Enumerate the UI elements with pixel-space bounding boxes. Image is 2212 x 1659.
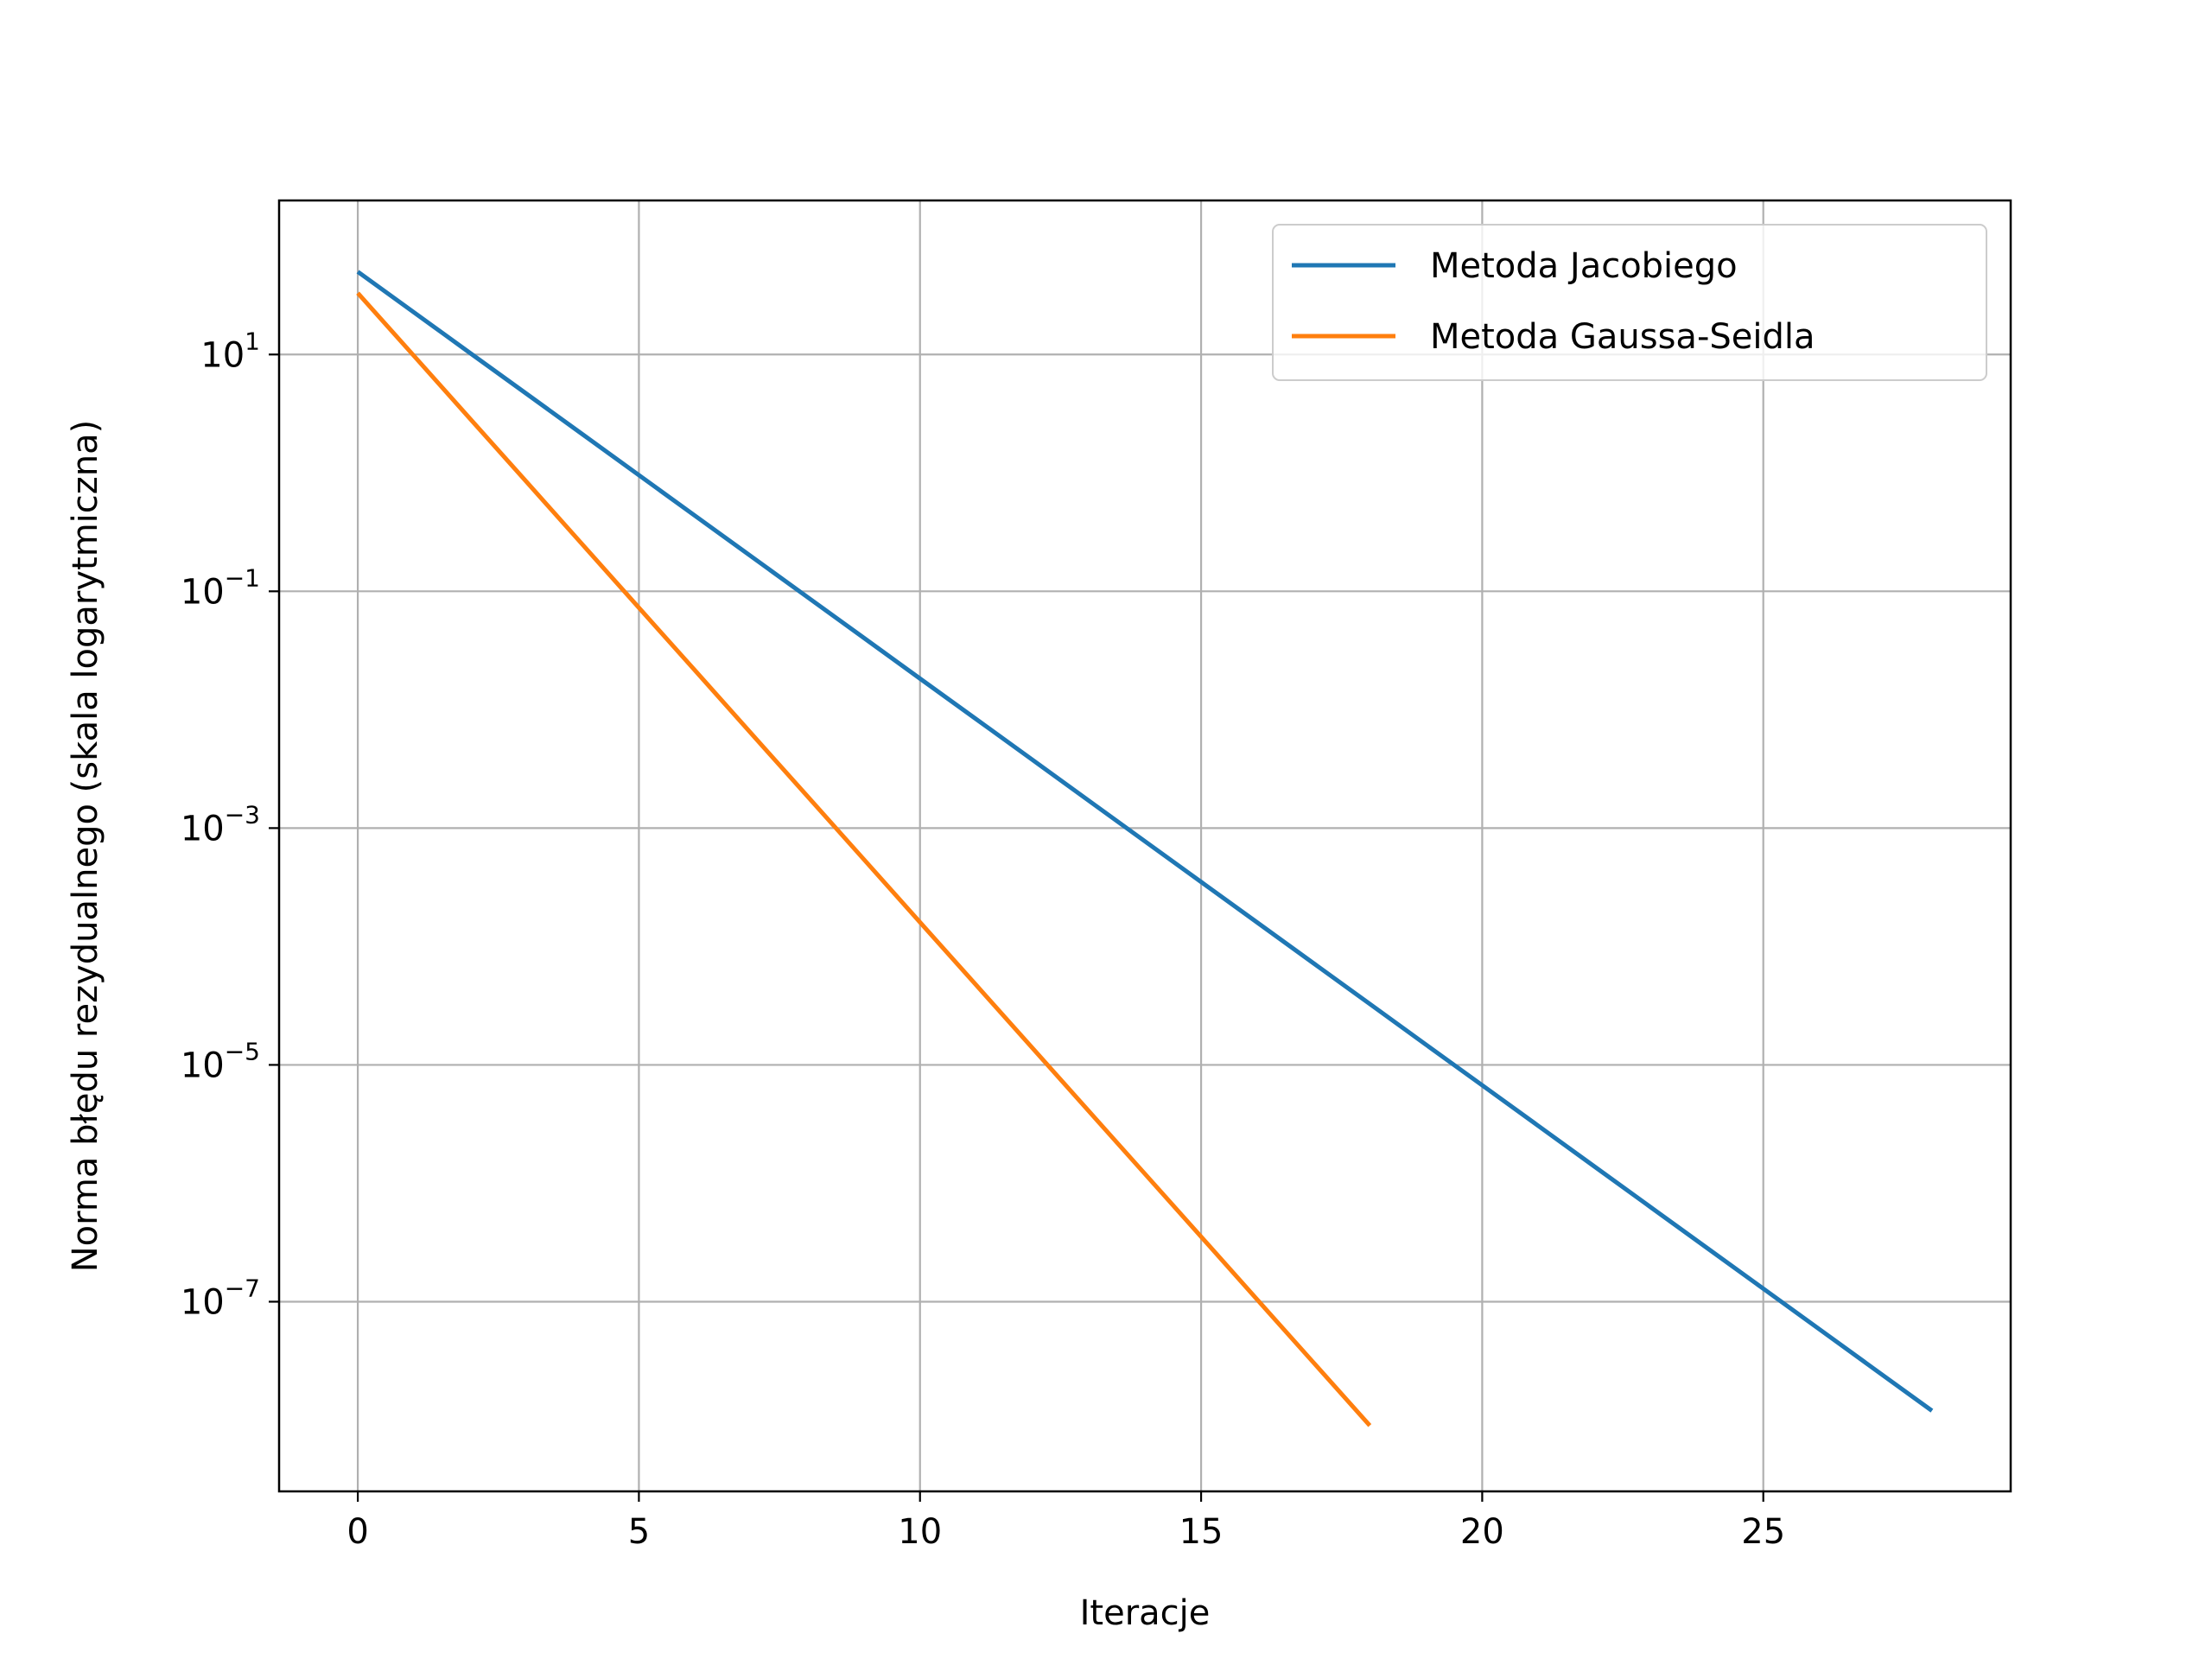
legend-label-gauss-seidel: Metoda Gaussa-Seidla	[1430, 317, 1815, 357]
x-tick-label: 15	[1179, 1512, 1224, 1552]
series-line-jacobi	[356, 270, 1934, 1413]
y-tick-label: 101	[200, 327, 260, 375]
legend: Metoda Jacobiego Metoda Gaussa-Seidla	[1272, 224, 1987, 381]
x-tick-label: 10	[898, 1512, 942, 1552]
grid	[279, 200, 2011, 1491]
y-axis-label: Norma błędu rezydualnego (skala logarytm…	[66, 420, 105, 1272]
x-tick-label: 5	[628, 1512, 650, 1552]
legend-label-jacobi: Metoda Jacobiego	[1430, 246, 1738, 286]
plot-frame	[277, 199, 2012, 1493]
series-line-gauss-seidel	[356, 291, 1372, 1427]
y-tick-label: 10−5	[181, 1037, 260, 1085]
y-axis-ticks: 101 10−1 10−3 10−5 10−7	[181, 327, 279, 1322]
x-tick-label: 20	[1460, 1512, 1504, 1552]
legend-box	[1272, 224, 1987, 381]
y-tick-label: 10−3	[181, 800, 260, 849]
series-lines	[356, 270, 1934, 1427]
y-tick-label: 10−7	[181, 1274, 260, 1322]
y-tick-label: 10−1	[181, 563, 260, 612]
x-axis-ticks: 0 5 10 15 20 25	[346, 1491, 1785, 1552]
x-tick-label: 0	[346, 1512, 368, 1552]
x-axis-label: Iteracje	[1080, 1593, 1211, 1633]
x-tick-label: 25	[1741, 1512, 1785, 1552]
